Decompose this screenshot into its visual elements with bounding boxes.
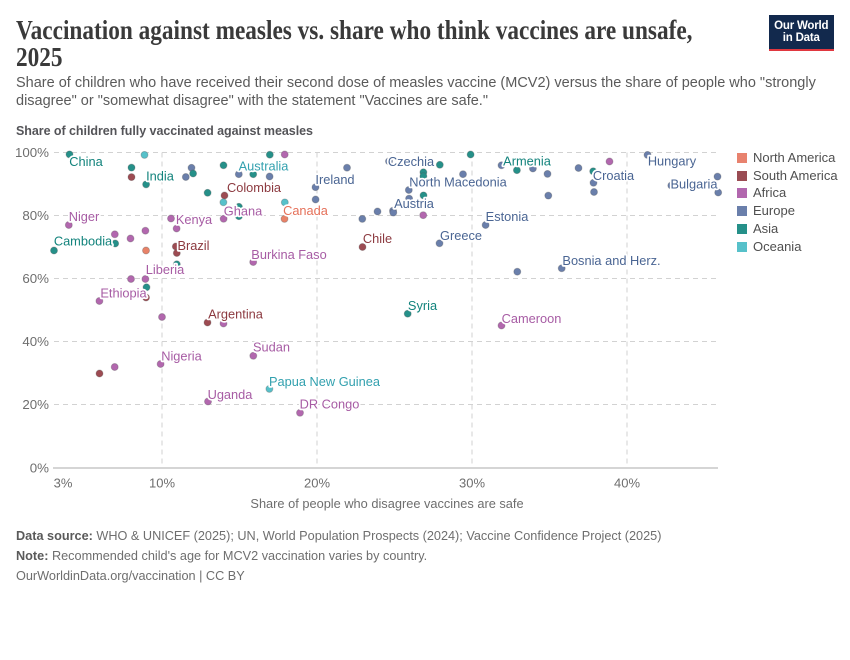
svg-text:Chile: Chile — [363, 231, 392, 246]
svg-text:Austria: Austria — [394, 196, 435, 211]
svg-text:Brazil: Brazil — [178, 238, 210, 253]
svg-text:80%: 80% — [22, 208, 49, 223]
svg-text:Ireland: Ireland — [315, 172, 354, 187]
svg-text:Hungary: Hungary — [648, 153, 697, 168]
svg-text:India: India — [146, 168, 175, 183]
svg-text:Cambodia: Cambodia — [54, 233, 113, 248]
svg-text:20%: 20% — [22, 397, 49, 412]
svg-text:Syria: Syria — [408, 298, 438, 313]
svg-text:Nigeria: Nigeria — [161, 348, 202, 363]
svg-text:Papua New Guinea: Papua New Guinea — [269, 374, 381, 389]
svg-text:Australia: Australia — [239, 158, 290, 173]
svg-text:China: China — [69, 154, 103, 169]
svg-text:Uganda: Uganda — [208, 387, 254, 402]
svg-text:30%: 30% — [459, 476, 485, 491]
svg-text:Canada: Canada — [283, 203, 329, 218]
svg-text:Ethiopia: Ethiopia — [100, 285, 147, 300]
svg-text:Bulgaria: Bulgaria — [671, 176, 719, 191]
svg-text:Bosnia and Herz.: Bosnia and Herz. — [562, 253, 660, 268]
svg-text:Share of people who disagree v: Share of people who disagree vaccines ar… — [250, 496, 523, 511]
svg-text:Cameroon: Cameroon — [502, 311, 562, 326]
svg-text:Armenia: Armenia — [503, 154, 552, 169]
svg-text:40%: 40% — [22, 334, 49, 349]
svg-text:Niger: Niger — [69, 209, 100, 224]
svg-text:100%: 100% — [15, 145, 49, 160]
svg-text:Kenya: Kenya — [176, 212, 213, 227]
svg-text:Greece: Greece — [440, 228, 482, 243]
svg-text:0%: 0% — [30, 461, 49, 476]
svg-text:North Macedonia: North Macedonia — [409, 174, 507, 189]
svg-text:Argentina: Argentina — [208, 306, 264, 321]
svg-text:60%: 60% — [22, 271, 49, 286]
svg-text:DR Congo: DR Congo — [300, 396, 360, 411]
svg-text:3%: 3% — [54, 476, 73, 491]
svg-text:Czechia: Czechia — [388, 154, 435, 169]
svg-text:Ghana: Ghana — [224, 203, 263, 218]
svg-text:Estonia: Estonia — [486, 209, 530, 224]
svg-text:10%: 10% — [149, 476, 175, 491]
svg-text:Burkina Faso: Burkina Faso — [251, 247, 326, 262]
svg-text:Sudan: Sudan — [253, 339, 290, 354]
svg-text:Croatia: Croatia — [593, 168, 635, 183]
svg-text:40%: 40% — [614, 476, 640, 491]
svg-text:Liberia: Liberia — [146, 262, 185, 277]
svg-text:Colombia: Colombia — [227, 180, 282, 195]
svg-text:20%: 20% — [304, 476, 330, 491]
